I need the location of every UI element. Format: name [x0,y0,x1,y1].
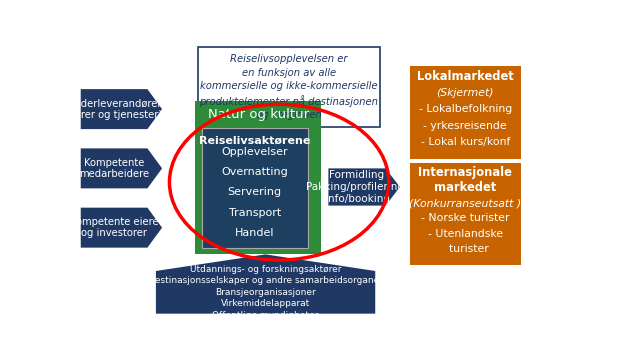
FancyBboxPatch shape [202,129,308,248]
Polygon shape [81,89,162,129]
Text: - Norske turister: - Norske turister [421,213,509,223]
FancyBboxPatch shape [198,47,380,127]
Text: Underleverandører
(varer og tjenester): Underleverandører (varer og tjenester) [66,98,163,120]
FancyBboxPatch shape [195,101,321,254]
Text: Reiselivsaktørene: Reiselivsaktørene [199,135,310,145]
Text: - Utenlandske: - Utenlandske [427,229,502,239]
Text: Internasjonale: Internasjonale [418,166,512,179]
Text: - yrkesreisende: - yrkesreisende [424,121,507,131]
Text: Lokalmarkedet: Lokalmarkedet [417,70,513,83]
Text: Overnatting: Overnatting [221,167,288,177]
Text: (Konkurranseutsatt ): (Konkurranseutsatt ) [409,198,522,208]
Text: Kompetente eiere
og investorer: Kompetente eiere og investorer [70,217,158,238]
Text: Utdannings- og forskningsaktører
Destinasjonsselskaper og andre samarbeidsorgane: Utdannings- og forskningsaktører Destina… [148,265,383,320]
Polygon shape [81,149,162,188]
Text: Transport: Transport [228,208,281,218]
Text: Handel: Handel [235,228,275,238]
FancyBboxPatch shape [410,66,521,159]
Text: Natur og kultur: Natur og kultur [207,108,308,121]
Text: - Lokalbefolkning: - Lokalbefolkning [418,104,512,114]
Text: Servering: Servering [228,187,282,197]
Text: - Lokal kurs/konf: - Lokal kurs/konf [420,137,510,147]
Text: markedet: markedet [434,182,496,194]
Text: Kompetente
medarbeidere: Kompetente medarbeidere [79,158,149,179]
Text: Formidling
Pakking/profilering/
info/booking: Formidling Pakking/profilering/ info/boo… [307,170,408,204]
Text: Reiselivsopplevelsen er
en funksjon av alle
kommersielle og ikke-kommersielle
pr: Reiselivsopplevelsen er en funksjon av a… [200,54,378,120]
Text: (Skjermet): (Skjermet) [436,88,494,98]
FancyBboxPatch shape [410,163,521,265]
Polygon shape [81,208,162,248]
Text: turister: turister [442,244,488,254]
Polygon shape [156,255,375,314]
Text: Opplevelser: Opplevelser [221,147,288,157]
Polygon shape [328,168,400,205]
